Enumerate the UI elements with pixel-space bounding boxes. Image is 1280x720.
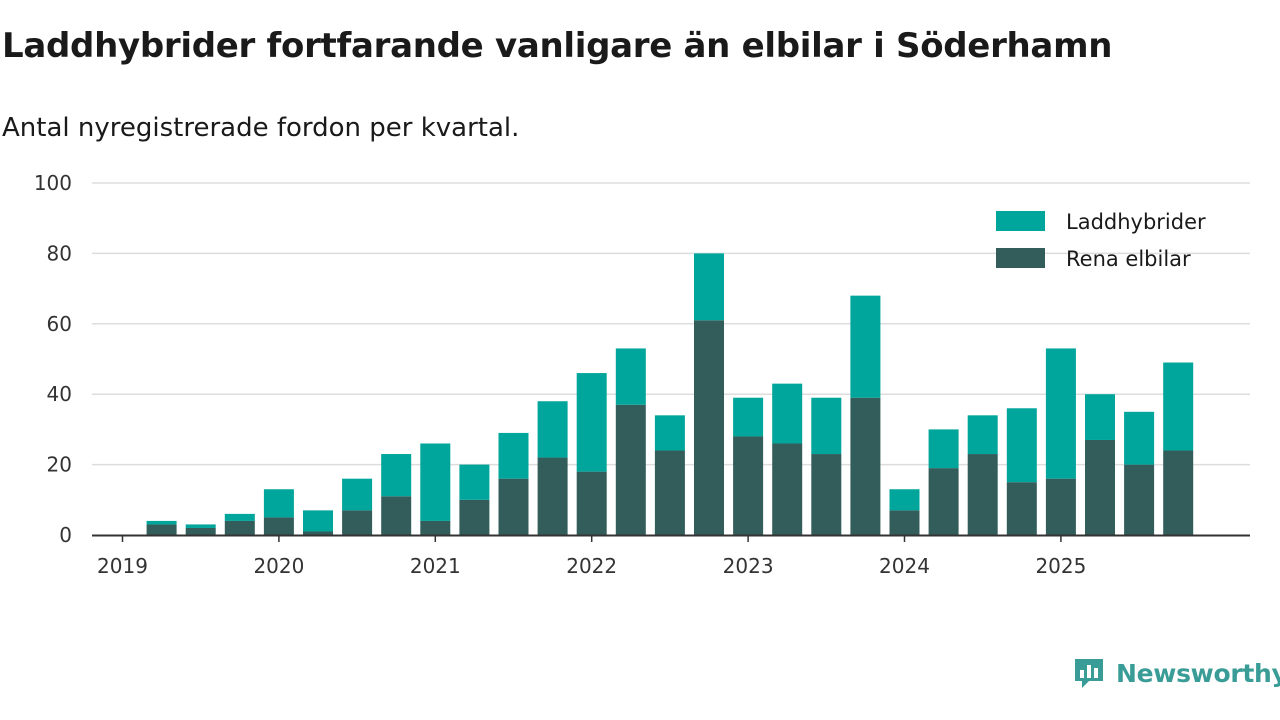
legend: Laddhybrider Rena elbilar [996,210,1206,271]
bar-laddhybrider: 2022 Q3 – Laddhybrider: 10 [654,415,685,451]
bar-rena-elbilar: 2023 Q3 – Rena elbilar: 23 [811,454,842,535]
bar-rena-elbilar: 2022 Q2 – Rena elbilar: 37 [615,404,646,535]
bar-laddhybrider: 2019 Q3 – Laddhybrider: 1 [185,524,216,528]
bar-laddhybrider: 2025 Q1 – Laddhybrider: 37 [1045,348,1076,479]
bar-rena-elbilar: 2024 Q1 – Rena elbilar: 7 [889,510,920,535]
bar-rena-elbilar: 2022 Q3 – Rena elbilar: 24 [654,450,685,535]
bar-rena-elbilar: 2025 Q3 – Rena elbilar: 20 [1124,464,1155,535]
bar-rena-elbilar: 2021 Q4 – Rena elbilar: 22 [537,457,568,535]
bar-rena-elbilar: 2023 Q2 – Rena elbilar: 26 [772,443,803,535]
bar-rena-elbilar: 2023 Q1 – Rena elbilar: 28 [733,436,764,535]
bar-rena-elbilar: 2024 Q4 – Rena elbilar: 15 [1006,482,1037,535]
bar-laddhybrider: 2021 Q3 – Laddhybrider: 13 [498,432,529,479]
bar-laddhybrider: 2022 Q1 – Laddhybrider: 28 [576,373,607,472]
axes: 0 20 40 60 80 100 2019 2020 2021 2022 2023 2024 2025 [34,171,1250,578]
x-tick-label: 2025 [1035,554,1086,578]
y-tick-label: 20 [47,453,72,477]
bar-rena-elbilar: 2025 Q4 – Rena elbilar: 24 [1163,450,1194,535]
bar-rena-elbilar: 2019 Q4 – Rena elbilar: 4 [224,520,255,535]
brand-name: Newsworthy [1116,658,1280,688]
y-tick-label: 40 [47,382,72,406]
x-tick-label: 2024 [879,554,930,578]
bars: 2019 Q2 – Rena elbilar: 32019 Q2 – Laddh… [146,253,1194,535]
legend-swatch [996,248,1045,268]
legend-label: Rena elbilar [1066,247,1191,271]
x-tick-label: 2020 [253,554,304,578]
y-tick-label: 0 [59,523,72,547]
bar-rena-elbilar: 2024 Q3 – Rena elbilar: 23 [967,454,998,535]
bar-rena-elbilar: 2020 Q2 – Rena elbilar: 1 [303,531,333,535]
x-tick-label: 2023 [723,554,774,578]
bar-laddhybrider: 2021 Q1 – Laddhybrider: 22 [420,443,451,521]
legend-swatch [996,211,1045,231]
legend-label: Laddhybrider [1066,210,1206,234]
bar-laddhybrider: 2021 Q2 – Laddhybrider: 10 [459,464,490,500]
bar-rena-elbilar: 2024 Q2 – Rena elbilar: 19 [928,468,959,535]
bar-laddhybrider: 2020 Q2 – Laddhybrider: 6 [303,510,333,532]
bar-laddhybrider: 2022 Q4 – Laddhybrider: 19 [694,253,724,321]
bar-rena-elbilar: 2021 Q1 – Rena elbilar: 4 [420,520,451,535]
bar-laddhybrider: 2025 Q3 – Laddhybrider: 15 [1124,411,1155,465]
bar-rena-elbilar: 2025 Q1 – Rena elbilar: 16 [1045,478,1076,535]
bar-laddhybrider: 2023 Q4 – Laddhybrider: 29 [850,295,881,398]
bar-laddhybrider: 2022 Q2 – Laddhybrider: 16 [615,348,646,405]
bar-rena-elbilar: 2019 Q3 – Rena elbilar: 2 [185,527,216,535]
bar-laddhybrider: 2023 Q3 – Laddhybrider: 16 [811,397,842,455]
bar-laddhybrider: 2025 Q4 – Laddhybrider: 25 [1163,362,1194,451]
bar-laddhybrider: 2019 Q2 – Laddhybrider: 1 [146,520,177,525]
y-tick-label: 80 [47,241,72,265]
bar-laddhybrider: 2020 Q4 – Laddhybrider: 12 [381,454,412,497]
y-tick-label: 60 [47,312,72,336]
y-tick-label: 100 [34,171,72,195]
bar-rena-elbilar: 2021 Q3 – Rena elbilar: 16 [498,478,529,535]
bar-laddhybrider: 2023 Q2 – Laddhybrider: 17 [772,383,803,444]
x-tick-label: 2019 [97,554,148,578]
bar-laddhybrider: 2024 Q4 – Laddhybrider: 21 [1006,408,1037,483]
bar-laddhybrider: 2024 Q1 – Laddhybrider: 6 [889,489,920,511]
bar-rena-elbilar: 2019 Q2 – Rena elbilar: 3 [146,524,177,535]
x-tick-label: 2021 [410,554,461,578]
bar-rena-elbilar: 2020 Q3 – Rena elbilar: 7 [342,510,373,535]
bar-laddhybrider: 2025 Q2 – Laddhybrider: 13 [1085,394,1115,440]
newsworthy-brand: Newsworthy [1072,656,1280,690]
bar-laddhybrider: 2020 Q1 – Laddhybrider: 8 [263,489,294,518]
chart-title: Laddhybrider fortfarande vanligare än el… [2,26,1113,66]
bar-laddhybrider: 2019 Q4 – Laddhybrider: 2 [224,513,255,521]
bar-laddhybrider: 2021 Q4 – Laddhybrider: 16 [537,401,568,458]
bar-laddhybrider: 2020 Q3 – Laddhybrider: 9 [342,478,373,511]
bar-laddhybrider: 2024 Q2 – Laddhybrider: 11 [928,429,959,469]
bar-laddhybrider: 2023 Q1 – Laddhybrider: 11 [733,397,764,437]
bar-rena-elbilar: 2020 Q1 – Rena elbilar: 5 [263,517,294,535]
bar-rena-elbilar: 2022 Q1 – Rena elbilar: 18 [576,471,607,535]
x-tick-label: 2022 [566,554,617,578]
bar-rena-elbilar: 2022 Q4 – Rena elbilar: 61 [694,320,724,535]
bar-laddhybrider: 2024 Q3 – Laddhybrider: 11 [967,415,998,455]
bar-rena-elbilar: 2020 Q4 – Rena elbilar: 11 [381,496,412,535]
bar-rena-elbilar: 2021 Q2 – Rena elbilar: 10 [459,499,490,535]
bar-rena-elbilar: 2025 Q2 – Rena elbilar: 27 [1085,439,1115,535]
bar-rena-elbilar: 2023 Q4 – Rena elbilar: 39 [850,397,881,535]
legend-item-laddhybrider: Laddhybrider [996,210,1206,234]
chart-subtitle: Antal nyregistrerade fordon per kvartal. [2,113,520,143]
legend-item-rena-elbilar: Rena elbilar [996,247,1191,271]
newsworthy-logo-icon [1075,659,1103,688]
